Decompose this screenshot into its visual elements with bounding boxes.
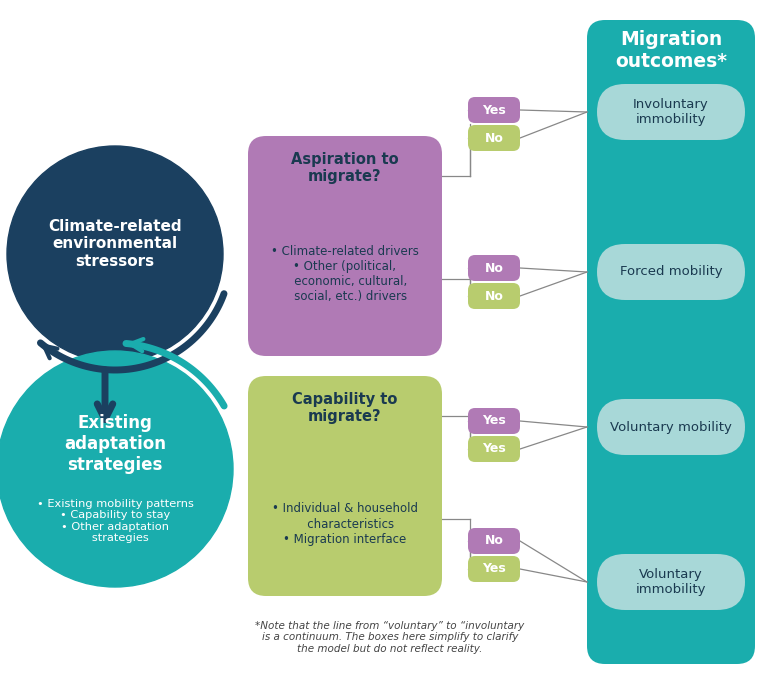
Text: Yes: Yes xyxy=(482,443,506,456)
FancyBboxPatch shape xyxy=(468,255,520,281)
Text: • Existing mobility patterns
• Capability to stay
• Other adaptation
   strategi: • Existing mobility patterns • Capabilit… xyxy=(37,499,194,543)
Text: • Individual & household
   characteristics
• Migration interface: • Individual & household characteristics… xyxy=(272,503,418,546)
Text: Climate-related
environmental
stressors: Climate-related environmental stressors xyxy=(48,219,182,269)
Text: Aspiration to
migrate?: Aspiration to migrate? xyxy=(291,152,399,185)
Text: Yes: Yes xyxy=(482,103,506,116)
FancyBboxPatch shape xyxy=(468,283,520,309)
FancyBboxPatch shape xyxy=(587,20,755,664)
Circle shape xyxy=(0,351,233,587)
Text: Yes: Yes xyxy=(482,415,506,428)
FancyBboxPatch shape xyxy=(468,528,520,554)
Text: Existing
adaptation
strategies: Existing adaptation strategies xyxy=(64,415,166,474)
Text: *Note that the line from “voluntary” to “involuntary
is a continuum. The boxes h: *Note that the line from “voluntary” to … xyxy=(256,621,525,654)
Text: Yes: Yes xyxy=(482,562,506,575)
Text: No: No xyxy=(484,131,503,144)
Text: No: No xyxy=(484,534,503,547)
Text: Voluntary
immobility: Voluntary immobility xyxy=(636,568,706,596)
FancyBboxPatch shape xyxy=(468,408,520,434)
Text: Voluntary mobility: Voluntary mobility xyxy=(610,421,732,434)
FancyBboxPatch shape xyxy=(597,84,745,140)
FancyBboxPatch shape xyxy=(597,399,745,455)
FancyBboxPatch shape xyxy=(468,97,520,123)
Text: No: No xyxy=(484,289,503,302)
Text: • Climate-related drivers
• Other (political,
   economic, cultural,
   social, : • Climate-related drivers • Other (polit… xyxy=(271,245,419,303)
FancyBboxPatch shape xyxy=(468,125,520,151)
FancyBboxPatch shape xyxy=(248,376,442,596)
Text: Forced mobility: Forced mobility xyxy=(620,265,722,278)
Circle shape xyxy=(7,146,223,362)
FancyBboxPatch shape xyxy=(468,556,520,582)
Text: No: No xyxy=(484,261,503,274)
FancyBboxPatch shape xyxy=(248,136,442,356)
FancyBboxPatch shape xyxy=(468,436,520,462)
FancyBboxPatch shape xyxy=(597,244,745,300)
Text: Capability to
migrate?: Capability to migrate? xyxy=(292,392,398,424)
Text: Migration
outcomes*: Migration outcomes* xyxy=(615,30,727,71)
FancyBboxPatch shape xyxy=(597,554,745,610)
Text: Involuntary
immobility: Involuntary immobility xyxy=(633,98,709,126)
